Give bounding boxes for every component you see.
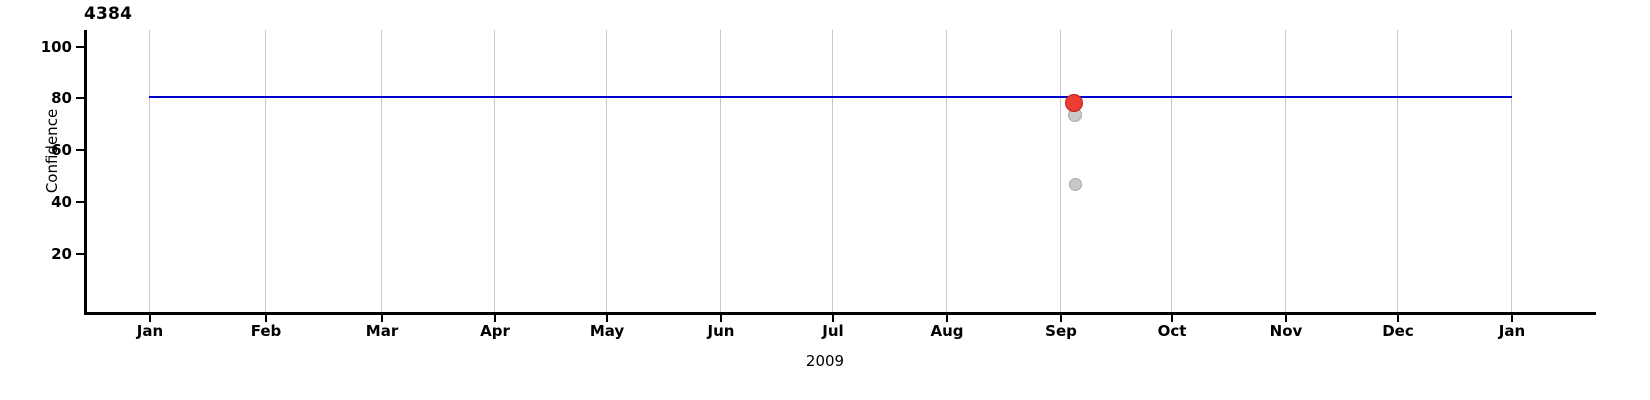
gridline-apr [494,30,495,312]
x-tick-label-dec: Dec [1382,322,1414,340]
y-tick-mark-60b [76,253,85,255]
data-point-grey-lower[interactable] [1069,178,1082,191]
gridline-jun [720,30,721,312]
y-tick-mark-80 [76,97,85,99]
gridline-nov [1285,30,1286,312]
x-tick-label-feb: Feb [250,322,282,340]
y-axis-line [84,30,87,315]
x-tick-mark-apr [494,313,496,322]
x-tick-label-nov: Nov [1269,322,1303,340]
x-tick-label-jan-next: Jan [1498,322,1526,340]
x-tick-mark-mar [381,313,383,322]
y-tick-label-40: 40 [51,193,72,211]
x-tick-label-aug: Aug [930,322,964,340]
x-tick-mark-may [606,313,608,322]
gridline-feb [265,30,266,312]
x-tick-mark-jun [720,313,722,322]
x-tick-mark-sep [1060,313,1062,322]
y-tick-mark-40 [76,201,85,203]
x-tick-label-apr: Apr [480,322,510,340]
x-tick-mark-jul [832,313,834,322]
data-point-red[interactable] [1065,94,1083,112]
x-tick-mark-jan-next [1511,313,1513,322]
gridline-sep [1060,30,1061,312]
gridline-oct [1171,30,1172,312]
chart-title: 4384 [84,4,133,24]
x-tick-mark-dec [1397,313,1399,322]
x-tick-label-jan: Jan [136,322,164,340]
plot-area [85,30,1595,312]
y-tick-label-60: 60 [51,141,72,159]
x-tick-mark-oct [1171,313,1173,322]
x-axis-title: 2009 [805,352,845,370]
x-tick-label-mar: Mar [365,322,399,340]
y-tick-label-100: 100 [40,38,72,56]
x-tick-label-jun: Jun [707,322,735,340]
gridline-jul [832,30,833,312]
x-tick-mark-feb [265,313,267,322]
y-axis-title: Confidence [43,108,61,194]
x-tick-label-may: May [589,322,625,340]
gridline-jan-next [1511,30,1512,312]
gridline-may [606,30,607,312]
gridline-dec [1397,30,1398,312]
x-tick-label-sep: Sep [1045,322,1077,340]
x-tick-mark-jan [149,313,151,322]
x-axis-line [84,312,1596,315]
y-tick-mark-100 [76,46,85,48]
gridline-mar [381,30,382,312]
y-tick-label-80: 80 [51,89,72,107]
x-tick-mark-nov [1285,313,1287,322]
x-tick-label-oct: Oct [1157,322,1187,340]
y-tick-label-20: 20 [51,245,72,263]
gridline-jan [149,30,150,312]
x-tick-label-jul: Jul [822,322,844,340]
confidence-threshold-line [149,96,1512,98]
gridline-aug [946,30,947,312]
y-tick-mark-60 [76,149,85,151]
x-tick-mark-aug [946,313,948,322]
